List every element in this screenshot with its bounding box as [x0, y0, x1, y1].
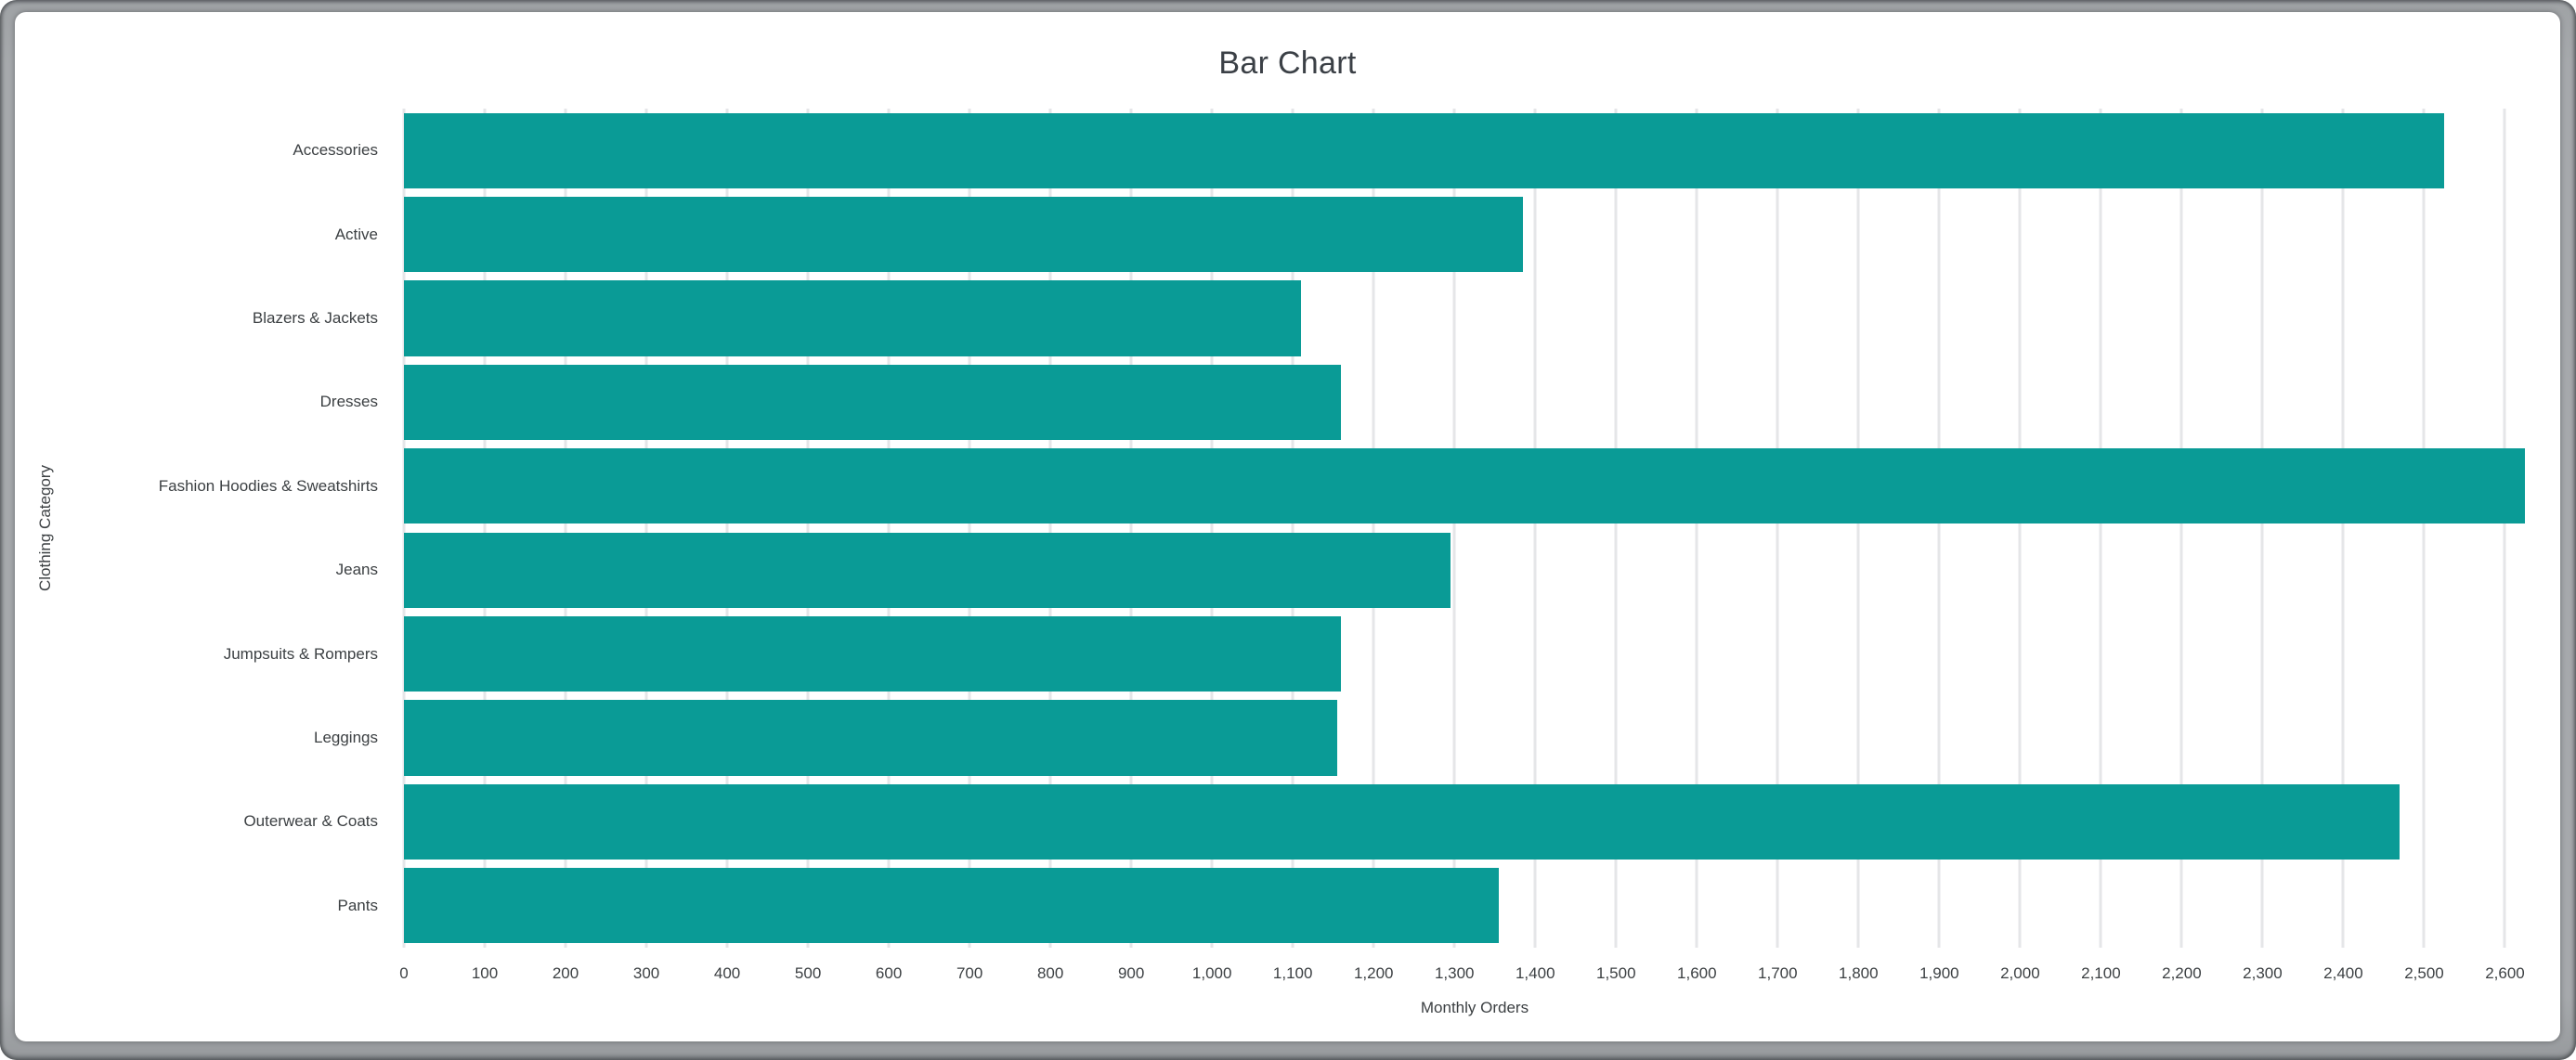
x-axis-title: Monthly Orders	[1420, 999, 1529, 1016]
gridline	[887, 109, 891, 948]
x-tick-label: 1,900	[1919, 964, 1959, 982]
x-tick-label: 400	[713, 964, 741, 982]
gridline	[2503, 109, 2506, 948]
y-axis-title: Clothing Category	[36, 464, 54, 592]
x-tick-label: 900	[1117, 964, 1145, 982]
y-category-label: Outerwear & Coats	[243, 812, 378, 831]
x-tick-label: 2,300	[2243, 964, 2283, 982]
gridline	[1372, 109, 1375, 948]
y-category-label: Accessories	[293, 141, 378, 160]
x-tick-label: 1,500	[1596, 964, 1636, 982]
x-tick-label: 1,800	[1839, 964, 1879, 982]
gridline	[564, 109, 567, 948]
gridline	[2099, 109, 2102, 948]
gridline	[1856, 109, 1860, 948]
bar-blazers-jackets[interactable]	[404, 280, 1301, 356]
gridline	[1695, 109, 1698, 948]
gridline	[1291, 109, 1295, 948]
y-axis-category-labels: Accessories Active Blazers & Jackets Dresse…	[15, 109, 378, 948]
x-tick-label: 2,600	[2485, 964, 2525, 982]
chart-title: Bar Chart	[1218, 45, 1357, 81]
x-axis-tick-labels: 0 100 200 300 400 500 600 700 800 900 1,000 1,100 1,…	[399, 961, 2545, 987]
bar-leggings[interactable]	[404, 700, 1338, 776]
gridline	[2179, 109, 2183, 948]
gridline	[1937, 109, 1941, 948]
y-category-label: Jeans	[335, 561, 378, 579]
chart-card: Bar Chart Accessories Active Blazers & Jac…	[15, 12, 2560, 1041]
x-tick-label: 800	[1036, 964, 1064, 982]
gridline	[2018, 109, 2022, 948]
x-tick-label: 0	[399, 964, 409, 982]
x-tick-label: 1,000	[1191, 964, 1232, 982]
gridline	[402, 109, 406, 948]
x-tick-label: 100	[471, 964, 499, 982]
x-tick-label: 1,200	[1353, 964, 1394, 982]
bar-active[interactable]	[404, 196, 1524, 273]
x-tick-label: 1,100	[1272, 964, 1313, 982]
y-category-label: Active	[334, 225, 378, 243]
gridline	[806, 109, 810, 948]
x-tick-label: 2,400	[2323, 964, 2363, 982]
y-category-label: Blazers & Jackets	[252, 309, 378, 327]
bar-accessories[interactable]	[404, 112, 2445, 188]
bar-dresses[interactable]	[404, 364, 1342, 441]
x-tick-label: 1,300	[1434, 964, 1475, 982]
gridline	[2260, 109, 2264, 948]
gridline	[968, 109, 971, 948]
bar-jeans[interactable]	[404, 532, 1451, 608]
x-tick-label: 200	[552, 964, 579, 982]
gridline	[1129, 109, 1133, 948]
gridline	[1210, 109, 1214, 948]
gridline	[1776, 109, 1779, 948]
y-category-label: Fashion Hoodies & Sweatshirts	[158, 476, 378, 495]
gridline	[1452, 109, 1456, 948]
gridline	[1533, 109, 1537, 948]
gridline	[725, 109, 729, 948]
bar-jumpsuits-rompers[interactable]	[404, 615, 1342, 692]
y-category-label: Pants	[337, 896, 378, 914]
gridline	[483, 109, 487, 948]
x-tick-label: 2,200	[2162, 964, 2202, 982]
y-category-label: Leggings	[313, 729, 378, 746]
x-tick-label: 2,500	[2404, 964, 2444, 982]
bar-fashion-hoodies-sweatshirts[interactable]	[404, 448, 2526, 524]
gridline	[2341, 109, 2345, 948]
y-category-label: Jumpsuits & Rompers	[223, 644, 378, 663]
x-tick-label: 1,700	[1758, 964, 1798, 982]
bar-pants[interactable]	[404, 868, 1500, 944]
bar-outerwear-coats[interactable]	[404, 783, 2400, 860]
gridline	[1048, 109, 1052, 948]
gridline	[2422, 109, 2426, 948]
y-category-label: Dresses	[319, 393, 378, 411]
x-tick-label: 300	[632, 964, 660, 982]
x-tick-label: 1,600	[1677, 964, 1717, 982]
gridline	[644, 109, 648, 948]
x-tick-label: 1,400	[1515, 964, 1555, 982]
plot-area	[402, 109, 2545, 948]
x-tick-label: 600	[875, 964, 903, 982]
x-tick-label: 2,000	[2000, 964, 2040, 982]
x-tick-label: 500	[794, 964, 822, 982]
x-tick-label: 2,100	[2081, 964, 2121, 982]
gridline	[1614, 109, 1618, 948]
x-tick-label: 700	[956, 964, 983, 982]
